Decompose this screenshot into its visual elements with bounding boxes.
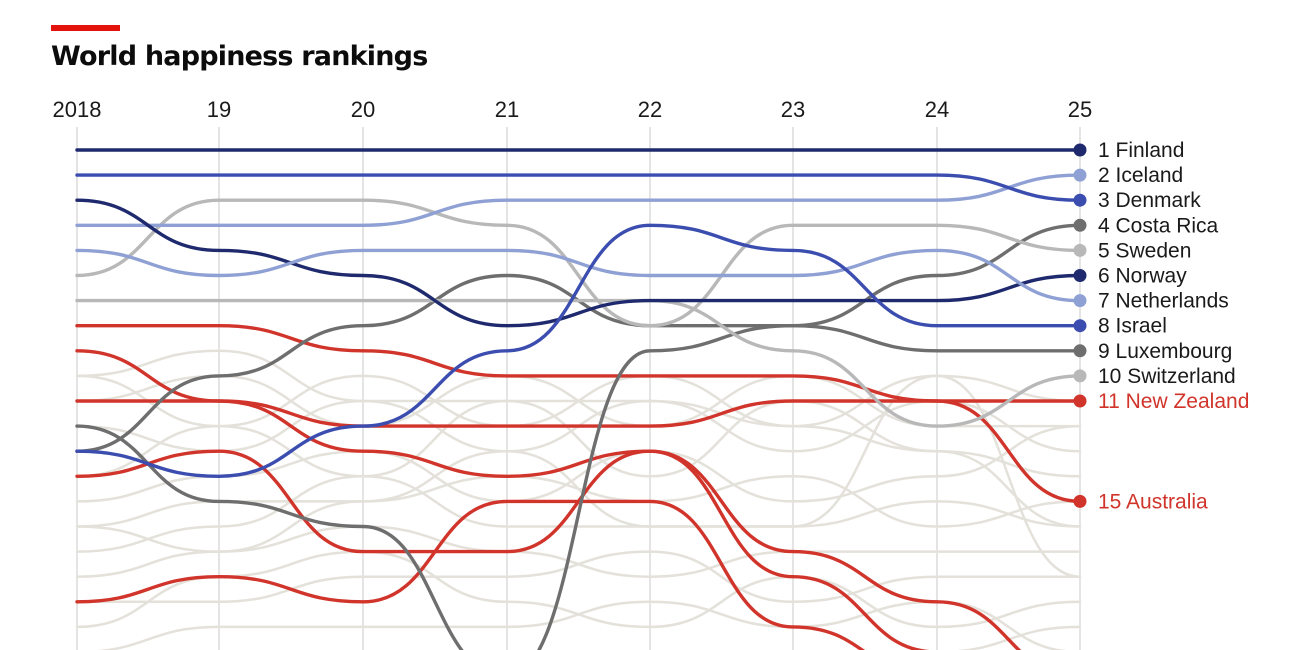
series-line-australia <box>75 399 1082 504</box>
end-marker-australia <box>1073 494 1087 508</box>
background-line-1 <box>75 374 1082 428</box>
country-label-luxembourg: 9 Luxembourg <box>1098 340 1232 363</box>
year-labels: 2018 19 20 21 22 23 24 25 <box>53 97 1093 122</box>
country-label-netherlands: 7 Netherlands <box>1098 290 1229 313</box>
country-label-israel: 8 Israel <box>1098 315 1167 338</box>
end-marker-new-zealand <box>1073 394 1087 408</box>
end-marker-norway <box>1073 269 1087 282</box>
country-label-costa-rica: 4 Costa Rica <box>1098 214 1219 237</box>
end-markers <box>1073 143 1087 508</box>
end-marker-iceland <box>1073 168 1087 182</box>
background-line-12 <box>955 625 1082 650</box>
country-label-new-zealand: 11 New Zealand <box>1098 390 1249 413</box>
year-label-24: 24 <box>925 97 949 122</box>
series-line-new-zealand <box>75 323 1082 403</box>
series-line-denmark <box>75 173 1082 202</box>
year-label-22: 22 <box>638 97 662 122</box>
country-label-finland: 1 Finland <box>1098 139 1184 162</box>
year-label-25: 25 <box>1068 97 1092 122</box>
end-marker-denmark <box>1073 193 1087 207</box>
chart-title: World happiness rankings <box>51 41 428 72</box>
series-line-unnamed-14 <box>75 499 866 650</box>
country-label-denmark: 3 Denmark <box>1098 189 1201 212</box>
country-label-iceland: 2 Iceland <box>1098 164 1183 187</box>
series-line-netherlands <box>75 248 1082 303</box>
background-line-13 <box>75 349 1082 528</box>
year-label-21: 21 <box>495 97 519 122</box>
end-marker-switzerland <box>1073 369 1087 383</box>
country-label-sweden: 5 Sweden <box>1098 239 1191 262</box>
series-line-israel <box>75 223 1082 479</box>
series-line-unnamed-13 <box>75 449 933 650</box>
background-line-9 <box>75 550 1082 604</box>
series-line-sweden <box>75 198 1082 328</box>
end-marker-finland <box>1073 143 1087 157</box>
end-marker-costa-rica <box>1073 218 1087 232</box>
series-lines <box>75 148 1082 650</box>
series-line-luxembourg <box>75 323 1082 650</box>
background-line-4 <box>75 399 1082 478</box>
year-label-2018: 2018 <box>53 97 102 122</box>
background-line-5 <box>75 424 1082 503</box>
end-marker-netherlands <box>1073 294 1087 308</box>
country-label-australia: 15 Australia <box>1098 490 1208 513</box>
accent-bar <box>51 25 120 31</box>
year-label-20: 20 <box>351 97 375 122</box>
country-label-norway: 6 Norway <box>1098 265 1187 288</box>
country-label-switzerland: 10 Switzerland <box>1098 365 1236 388</box>
year-label-19: 19 <box>207 97 231 122</box>
gridlines <box>76 127 1081 650</box>
background-line-7 <box>75 475 1082 553</box>
year-label-23: 23 <box>781 97 805 122</box>
background-line-2 <box>75 374 1082 428</box>
end-marker-sweden <box>1073 243 1087 257</box>
background-line-14 <box>75 374 1082 578</box>
series-line-switzerland <box>75 298 1082 428</box>
series-line-iceland <box>75 173 1082 228</box>
series-line-costa-rica <box>75 223 1082 453</box>
end-marker-israel <box>1073 319 1087 333</box>
background-line-3 <box>75 399 1082 453</box>
end-marker-luxembourg <box>1073 344 1087 358</box>
